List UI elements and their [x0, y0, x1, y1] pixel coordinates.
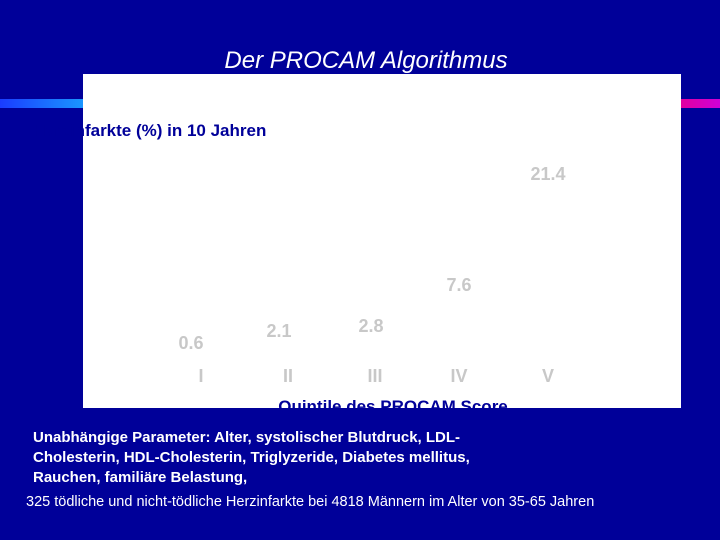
category-label-i: I — [198, 366, 203, 386]
category-label-iii: III — [367, 366, 382, 386]
parameters-text: Unabhängige Parameter: Alter, systolisch… — [33, 428, 713, 488]
value-label-4: 7.6 — [446, 275, 471, 295]
parameters-line-3: Rauchen, familiäre Belastung, — [33, 469, 248, 486]
bar-chart: Herzinfarkte (%) in 10 Jahren 0.6 2.1 2.8 7.… — [33, 121, 568, 416]
bar-v — [528, 174, 568, 364]
bar-ii — [268, 345, 308, 364]
bar-iii — [355, 339, 395, 364]
bar-iv — [439, 296, 479, 364]
parameters-line-2: Cholesterin, HDL-Cholesterin, Triglyzeri… — [33, 449, 470, 466]
slide-title: Der PROCAM Algorithmus — [224, 47, 508, 74]
parameters-line-1: Unabhängige Parameter: Alter, systolisch… — [33, 429, 461, 446]
x-axis-label: Quintile des PROCAM Score — [278, 397, 508, 416]
category-label-v: V — [542, 366, 554, 386]
value-label-5: 21.4 — [530, 164, 565, 184]
study-footnote: 325 tödliche und nicht-tödliche Herzinfa… — [26, 494, 595, 510]
value-label-2: 2.1 — [266, 321, 291, 341]
chart-panel: Herzinfarkte (%) in 10 Jahren 0.6 2.1 2.8 7.… — [33, 74, 681, 416]
category-label-iv: IV — [450, 366, 467, 386]
y-axis-label: Herzinfarkte (%) in 10 Jahren — [33, 121, 266, 140]
bar-i — [181, 358, 221, 364]
value-label-3: 2.8 — [358, 316, 383, 336]
value-label-1: 0.6 — [178, 333, 203, 353]
category-label-ii: II — [283, 366, 293, 386]
